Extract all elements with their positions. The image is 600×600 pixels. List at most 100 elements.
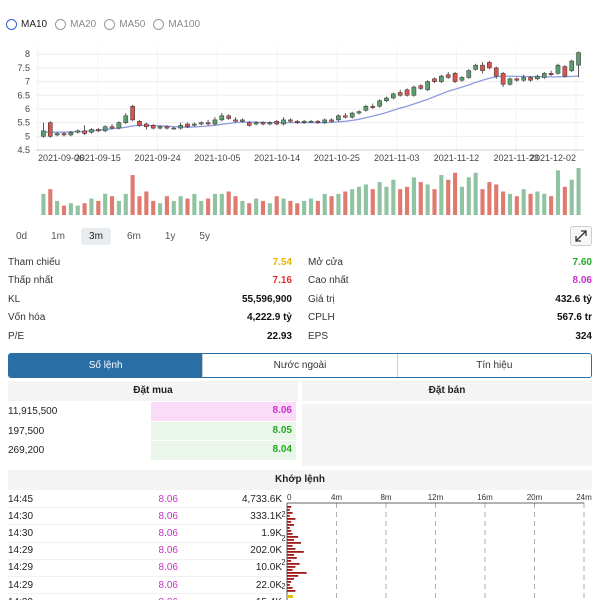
bid-volume: 197,500: [8, 425, 45, 437]
x-tick-label: 2021-11-23: [494, 153, 539, 163]
dist-bar: [287, 569, 293, 571]
legend-ma10-label: MA10: [21, 18, 48, 30]
volume-bar: [68, 203, 73, 215]
tab-nuoc-ngoai[interactable]: Nước ngoài: [202, 354, 397, 377]
stat-label: Cao nhất: [308, 275, 349, 287]
dist-bar: [287, 587, 293, 589]
buy-title: Đặt mua: [8, 381, 298, 401]
dist-bar: [287, 533, 293, 535]
volume-bar: [542, 193, 547, 215]
period-1m[interactable]: 1m: [51, 231, 66, 242]
stat-label: CPLH: [308, 312, 335, 324]
matched-price: 8.06: [158, 562, 178, 574]
period-1y[interactable]: 1y: [164, 231, 176, 242]
candle-body: [198, 122, 204, 125]
volume-bar: [302, 200, 307, 215]
stat-label: EPS: [308, 330, 329, 342]
volume-bar: [473, 172, 478, 215]
candle-body: [41, 130, 46, 137]
dist-bar: [287, 518, 296, 520]
volume-bar: [267, 203, 272, 215]
volume-bar: [144, 191, 149, 215]
candle-body: [102, 126, 108, 132]
candle-body: [466, 70, 472, 78]
x-tick-label: 2021-10-14: [254, 153, 300, 163]
volume-bar: [370, 189, 375, 215]
stat-value: 432.6 tỷ: [555, 293, 592, 305]
matched-volume: 10.0K: [255, 562, 282, 574]
volume-bar: [439, 175, 444, 215]
dist-x-tick: 16m: [477, 493, 493, 502]
dist-bar: [287, 566, 296, 568]
tab-so-lenh[interactable]: Số lệnh: [9, 354, 203, 377]
volume-bar: [466, 177, 471, 215]
candle-body: [480, 64, 485, 71]
volume-bar: [343, 191, 348, 215]
legend-ma20[interactable]: MA20: [55, 18, 96, 30]
candle-body: [349, 112, 355, 118]
bid-row: 11,915,500 8.06: [8, 402, 296, 421]
legend-ma50[interactable]: MA50: [104, 18, 145, 30]
dist-y-tick: 7.42: [282, 558, 286, 567]
volume-bar: [350, 189, 355, 215]
volume-bar: [199, 200, 204, 215]
candle-body: [253, 122, 259, 125]
volume-bar: [41, 193, 46, 215]
volume-bar: [411, 177, 416, 215]
dist-bar-ref: [287, 595, 293, 598]
stat-left: Tham chiếu 7.54: [8, 257, 300, 268]
candle-body: [535, 75, 540, 80]
dist-bar: [287, 584, 290, 586]
expand-chart-button[interactable]: [570, 226, 592, 246]
matched-time: 14:29: [8, 579, 34, 591]
volume-bar: [55, 200, 60, 215]
period-6m[interactable]: 6m: [126, 231, 141, 242]
ma50-toggle-icon: [104, 18, 116, 30]
candle-body: [459, 77, 465, 81]
period-5y[interactable]: 5y: [199, 231, 210, 242]
matched-volume: 202.0K: [250, 545, 282, 557]
volume-bar: [185, 198, 190, 215]
candle-body: [452, 73, 458, 82]
dist-bar: [287, 578, 294, 580]
order-tabs: Số lệnh Nước ngoài Tín hiệu: [8, 353, 592, 378]
stat-row: P/E 22.93 EPS 324: [8, 327, 592, 346]
candle-body: [185, 123, 190, 127]
period-0d[interactable]: 0d: [16, 231, 28, 242]
volume-bar: [61, 205, 67, 215]
bid-volume: 269,200: [8, 445, 45, 457]
candle-body: [130, 105, 135, 121]
volume-bar: [528, 193, 533, 215]
volume-bar: [212, 193, 218, 215]
candle-body: [404, 89, 410, 96]
stat-left: Thấp nhất 7.16: [8, 275, 300, 286]
x-tick-label: 2021-09-06: [38, 153, 84, 163]
volume-bar: [82, 203, 87, 215]
bid-list: 11,915,500 8.06 197,500 8.05 269,200 8.0…: [8, 401, 298, 466]
dist-y-tick: 7.32: [282, 534, 286, 543]
tab-tin-hieu[interactable]: Tín hiệu: [396, 354, 591, 377]
bid-price: 8.06: [151, 402, 296, 421]
legend-ma10[interactable]: MA10: [6, 18, 48, 30]
period-3m[interactable]: 3m: [81, 228, 111, 245]
candle-body: [356, 111, 362, 114]
volume-bar: [48, 189, 53, 215]
dist-bar: [287, 506, 292, 508]
stat-label: Vốn hóa: [8, 312, 46, 324]
legend-ma100[interactable]: MA100: [153, 18, 201, 30]
ask-list: [302, 404, 592, 466]
candle-body: [82, 130, 87, 134]
bid-row: 197,500 8.05: [8, 421, 296, 441]
dist-x-tick: 8m: [380, 493, 391, 502]
legend-ma100-label: MA100: [168, 18, 201, 30]
candle-body: [425, 81, 430, 91]
ma-legend: MA10 MA20 MA50 MA100: [6, 17, 200, 31]
matched-volume: 22.0K: [255, 579, 282, 591]
dist-bar: [287, 572, 307, 574]
volume-bar: [192, 193, 197, 215]
matched-time: 14:30: [8, 510, 34, 522]
dist-bar: [287, 545, 293, 547]
candle-body: [308, 121, 314, 123]
candle-body: [75, 130, 81, 133]
